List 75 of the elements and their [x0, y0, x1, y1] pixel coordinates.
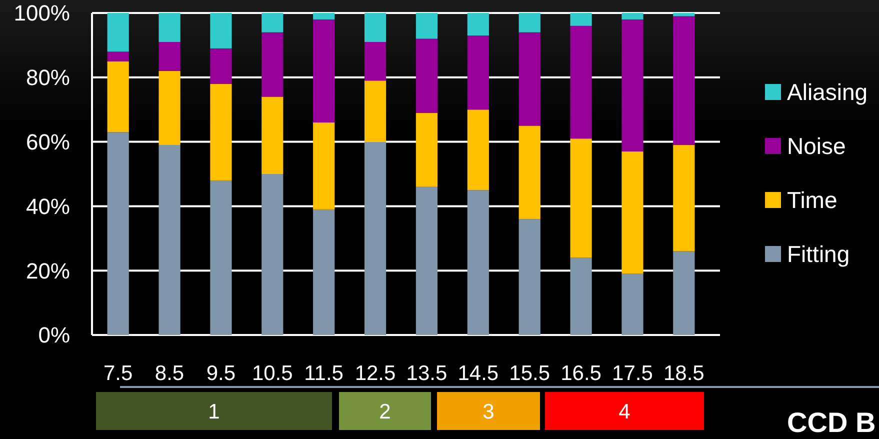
bar — [416, 186, 438, 335]
bar — [364, 80, 386, 142]
bar — [673, 16, 695, 146]
y-tick-label: 80% — [26, 65, 70, 90]
bar — [416, 13, 438, 39]
bar — [570, 13, 592, 26]
x-tick-label: 14.5 — [458, 362, 499, 385]
x-tick-label: 16.5 — [560, 362, 602, 385]
bar — [622, 274, 644, 335]
bar — [313, 13, 335, 20]
bar — [570, 138, 592, 258]
bar — [364, 42, 386, 81]
bar — [210, 13, 232, 48]
bar — [673, 13, 695, 16]
legend-label: Fitting — [787, 241, 850, 268]
bar — [262, 13, 284, 32]
x-tick-label: 10.5 — [252, 362, 293, 385]
bar — [570, 26, 592, 139]
x-tick-label: 11.5 — [304, 362, 344, 385]
bar — [210, 180, 232, 335]
bar — [673, 145, 695, 252]
bar — [107, 132, 129, 335]
bar — [313, 19, 335, 122]
bar — [518, 219, 540, 335]
y-tick-label: 60% — [26, 130, 70, 154]
bar — [262, 96, 284, 174]
y-tick-label: 100% — [14, 0, 70, 26]
bar — [158, 42, 180, 71]
bar — [467, 190, 489, 335]
bar — [518, 32, 540, 126]
bar — [673, 251, 695, 335]
bar — [364, 13, 386, 42]
bar — [107, 61, 129, 132]
bar — [262, 174, 284, 335]
bar — [518, 126, 540, 220]
bar — [262, 32, 284, 97]
bar — [467, 36, 489, 110]
bar — [313, 122, 335, 210]
group-label-block: 2 — [339, 392, 431, 430]
bar — [158, 145, 180, 335]
bar — [622, 151, 644, 274]
y-tick-label: 20% — [26, 258, 70, 284]
x-tick-label: 15.5 — [509, 362, 550, 385]
x-tick-label: 17.5 — [612, 362, 653, 385]
x-tick-label: 9.5 — [206, 362, 236, 385]
legend-label: Noise — [787, 133, 846, 160]
group-label-block: 1 — [96, 392, 332, 430]
bar — [313, 209, 335, 335]
bar — [570, 258, 592, 335]
bar — [107, 52, 129, 62]
x-tick-label: 8.5 — [154, 362, 184, 385]
bar — [416, 112, 438, 187]
bar — [467, 13, 489, 36]
bar — [158, 70, 180, 146]
group-label-block: 4 — [545, 392, 704, 430]
bar — [518, 13, 540, 32]
bar — [364, 142, 386, 335]
x-tick-label: 18.5 — [663, 362, 704, 385]
legend-label: Aliasing — [787, 79, 868, 106]
bar — [158, 13, 180, 42]
x-tick-label: 12.5 — [354, 362, 396, 385]
bar — [622, 19, 644, 152]
bar — [416, 38, 438, 113]
bar — [622, 13, 644, 20]
y-tick-label: 0% — [38, 322, 70, 348]
y-tick-label: 40% — [26, 194, 70, 219]
x-tick-label: 13.5 — [406, 362, 448, 385]
text: CCD B — [787, 407, 876, 438]
group-label-block: 3 — [437, 392, 540, 430]
bar — [210, 84, 232, 180]
legend-label: Time — [787, 187, 838, 214]
x-tick-label: 7.5 — [103, 362, 133, 385]
bar — [210, 48, 232, 84]
bar — [467, 110, 489, 190]
bar — [107, 13, 129, 52]
